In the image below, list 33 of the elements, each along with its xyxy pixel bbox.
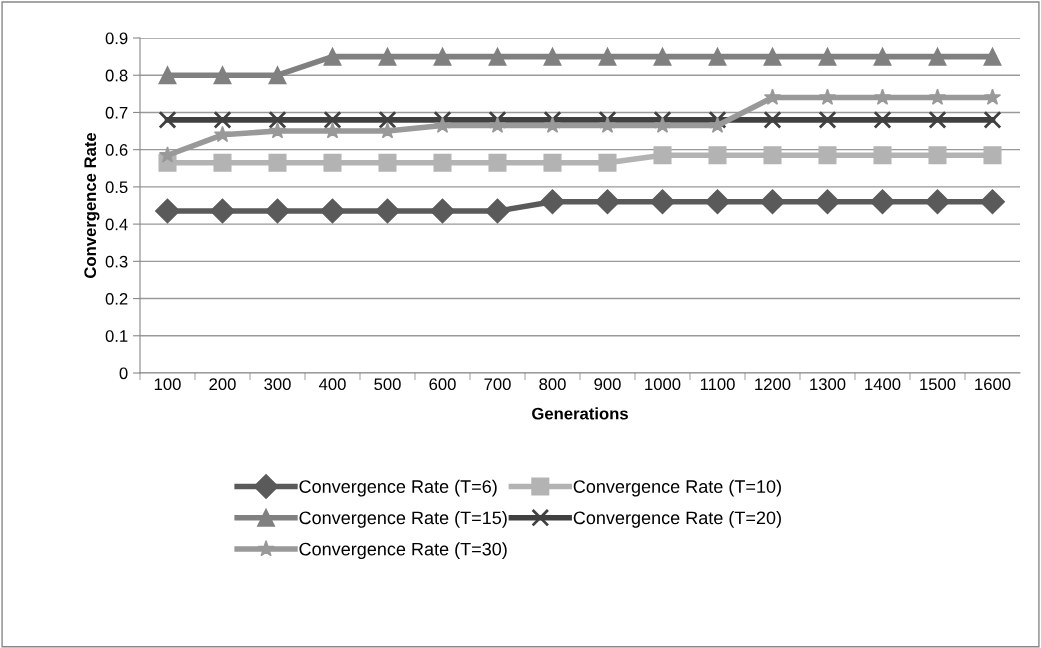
- y-tick-label: 0.9: [105, 32, 128, 45]
- x-tick-label: 900: [594, 378, 621, 391]
- y-axis-title: Convergence Rate: [84, 132, 100, 278]
- legend-label: Convergence Rate (T=15): [299, 510, 507, 528]
- y-tick-label: 0.8: [105, 69, 128, 82]
- legend-label: Convergence Rate (T=20): [573, 510, 781, 528]
- x-tick-label: 300: [264, 378, 291, 391]
- y-tick-label: 0.1: [105, 330, 128, 342]
- legend-label: Convergence Rate (T=10): [573, 479, 781, 497]
- y-tick-label: 0.7: [105, 106, 128, 119]
- x-tick-label: 400: [318, 378, 346, 391]
- legend-label: Convergence Rate (T=6): [299, 479, 497, 497]
- x-tick-label: 1100: [700, 378, 735, 391]
- y-tick-label: 0: [119, 367, 128, 380]
- x-tick-label: 1300: [810, 378, 846, 391]
- x-tick-label: 600: [429, 378, 456, 391]
- y-tick-label: 0.2: [105, 292, 128, 305]
- y-tick-label: 0.6: [105, 144, 128, 156]
- x-tick-label: 1000: [645, 378, 681, 391]
- x-axis-title: Generations: [532, 407, 628, 420]
- y-tick-label: 0.3: [105, 255, 128, 268]
- x-tick-label: 500: [374, 378, 401, 391]
- x-tick-label: 100: [154, 378, 181, 391]
- x-tick-label: 1200: [755, 378, 791, 391]
- x-tick-label: 200: [209, 378, 236, 391]
- x-tick-label: 700: [484, 378, 511, 391]
- legend-label: Convergence Rate (T=30): [299, 542, 507, 560]
- y-tick-label: 0.4: [105, 218, 128, 231]
- x-tick-label: 1400: [865, 378, 901, 391]
- x-tick-label: 1500: [920, 378, 956, 391]
- x-tick-label: 800: [539, 378, 566, 391]
- x-tick-label: 1600: [975, 378, 1011, 391]
- y-tick-label: 0.5: [105, 181, 128, 194]
